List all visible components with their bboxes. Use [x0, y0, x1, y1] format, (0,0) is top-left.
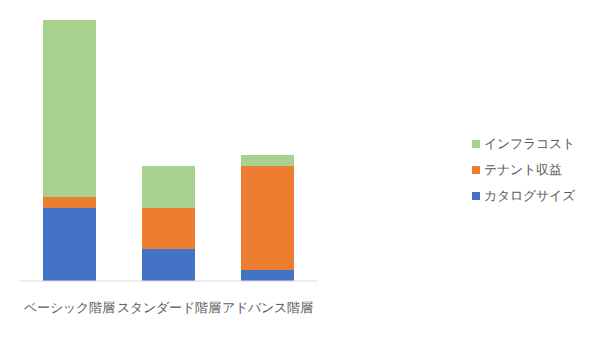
svg-text:ベーシック階層: ベーシック階層 [24, 300, 115, 315]
svg-text:スタンダード階層: スタンダード階層 [117, 300, 221, 315]
html-text:インフラコスト: インフラコスト [484, 135, 575, 151]
html-text:テナント収益: テナント収益 [484, 161, 562, 177]
html-text:カタログサイズ: カタログサイズ [484, 187, 575, 203]
svg-text:アドバンス階層: アドバンス階層 [222, 300, 313, 315]
